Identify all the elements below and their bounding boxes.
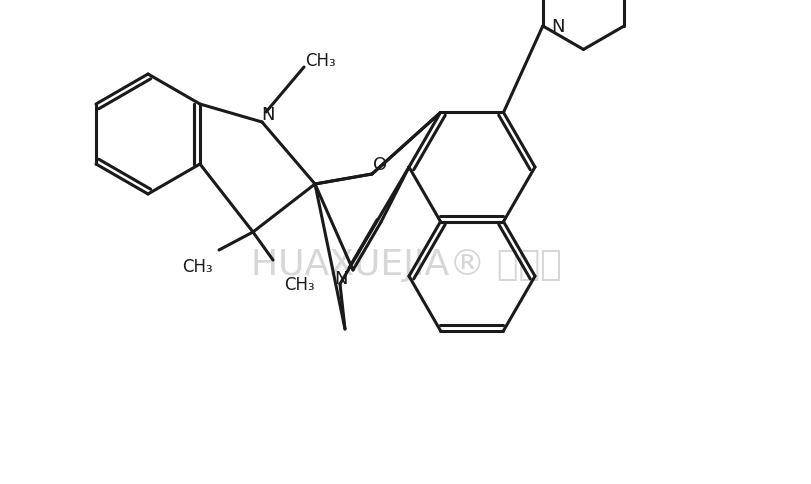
Text: HUAXUEJIA® 化学加: HUAXUEJIA® 化学加 [251,247,560,281]
Text: CH₃: CH₃ [182,257,212,275]
Text: N: N [334,270,347,287]
Text: CH₃: CH₃ [304,52,335,70]
Text: N: N [551,18,564,36]
Text: N: N [261,106,274,124]
Text: CH₃: CH₃ [283,275,314,293]
Text: O: O [372,156,387,174]
